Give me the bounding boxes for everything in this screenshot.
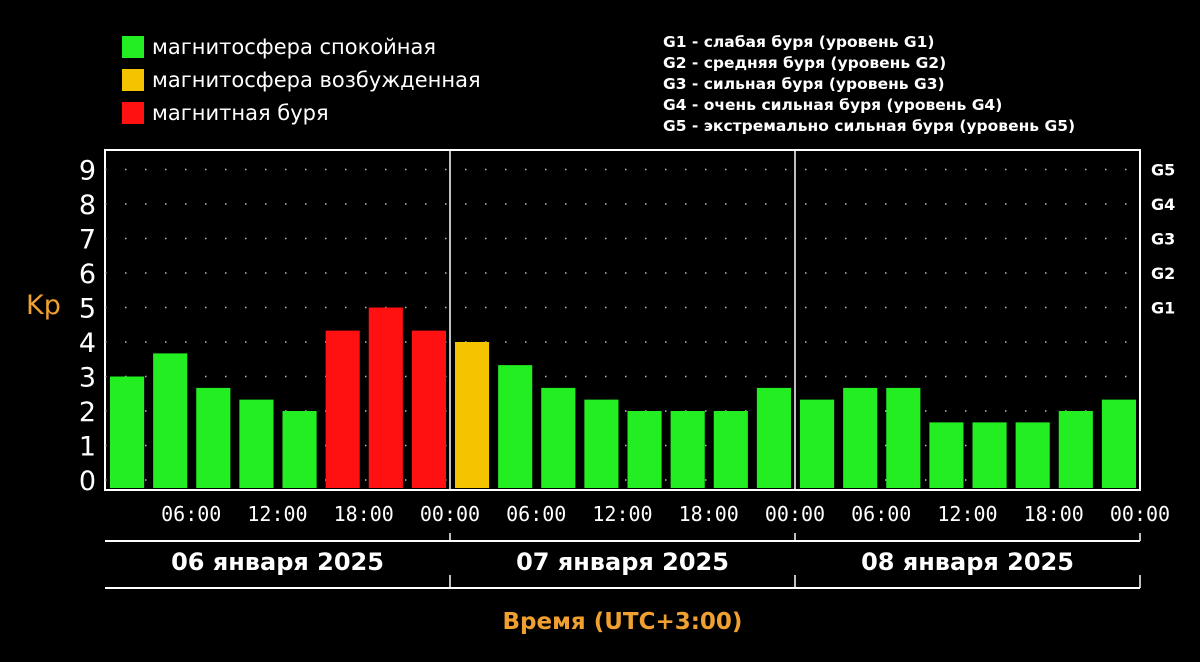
kp-bar: [800, 399, 835, 488]
x-tick-label: 00:00: [765, 502, 825, 526]
x-tick-label: 12:00: [592, 502, 652, 526]
storm-level-g2: G2 - средняя буря (уровень G2): [663, 54, 947, 72]
kp-bar: [325, 330, 360, 488]
kp-bar: [455, 342, 490, 488]
y-tick-label: 0: [79, 466, 96, 497]
x-tick-label: 06:00: [851, 502, 911, 526]
y-tick-label: 5: [79, 294, 96, 325]
x-tick-label: 12:00: [247, 502, 307, 526]
kp-bar: [282, 411, 317, 488]
y-tick-label: 9: [79, 156, 96, 187]
g-level-tick-label: G1: [1151, 299, 1175, 318]
storm-level-g5: G5 - экстремально сильная буря (уровень …: [663, 117, 1076, 135]
day-label: 07 января 2025: [516, 548, 729, 576]
kp-bar: [110, 376, 145, 488]
kp-bar: [1015, 422, 1050, 488]
day-label: 06 января 2025: [171, 548, 384, 576]
x-tick-label: 18:00: [334, 502, 394, 526]
kp-bar: [670, 411, 705, 488]
x-tick-label: 06:00: [506, 502, 566, 526]
y-tick-label: 2: [79, 397, 96, 428]
kp-bar: [153, 353, 188, 488]
day-label: 08 января 2025: [861, 548, 1074, 576]
kp-bar: [541, 387, 576, 488]
legend: магнитосфера спокойная магнитосфера возб…: [122, 30, 481, 129]
legend-swatch-active: [122, 68, 144, 91]
storm-level-g1: G1 - слабая буря (уровень G1): [663, 33, 935, 51]
x-tick-label: 12:00: [937, 502, 997, 526]
legend-label-quiet: магнитосфера спокойная: [152, 34, 437, 59]
storm-level-legend: G1 - слабая буря (уровень G1) G2 - средн…: [663, 32, 1075, 137]
kp-bar: [498, 365, 533, 488]
legend-label-active: магнитосфера возбужденная: [152, 67, 481, 92]
kp-bar: [886, 387, 921, 488]
kp-bar: [627, 411, 662, 488]
y-tick-label: 7: [79, 225, 96, 256]
kp-bar: [411, 330, 446, 488]
x-tick-label: 06:00: [161, 502, 221, 526]
x-tick-label: 18:00: [1024, 502, 1084, 526]
storm-level-g3: G3 - сильная буря (уровень G3): [663, 75, 945, 93]
legend-item-active: магнитосфера возбужденная: [122, 63, 481, 96]
legend-swatch-storm: [122, 101, 144, 124]
kp-bar: [713, 411, 748, 488]
x-axis-label: Время (UTC+3:00): [503, 609, 743, 635]
x-tick-label: 00:00: [1110, 502, 1170, 526]
kp-bar: [756, 387, 791, 488]
y-axis-label: Kp: [26, 290, 61, 321]
kp-bar: [1058, 411, 1093, 488]
legend-item-quiet: магнитосфера спокойная: [122, 30, 481, 63]
y-tick-label: 3: [79, 363, 96, 394]
g-level-tick-label: G4: [1151, 195, 1175, 214]
kp-bar: [843, 387, 878, 488]
kp-bar: [1101, 399, 1136, 488]
legend-swatch-quiet: [122, 35, 144, 58]
legend-item-storm: магнитная буря: [122, 96, 481, 129]
g-level-tick-label: G5: [1151, 161, 1175, 180]
kp-bar: [929, 422, 964, 488]
kp-bar: [368, 307, 403, 488]
kp-bar: [972, 422, 1007, 488]
legend-label-storm: магнитная буря: [152, 100, 329, 125]
y-tick-label: 8: [79, 190, 96, 221]
y-tick-label: 1: [79, 432, 96, 463]
g-level-tick-label: G3: [1151, 230, 1175, 249]
y-tick-label: 4: [79, 328, 96, 359]
storm-level-g4: G4 - очень сильная буря (уровень G4): [663, 96, 1003, 114]
kp-bar: [584, 399, 619, 488]
x-tick-label: 18:00: [679, 502, 739, 526]
g-level-tick-label: G2: [1151, 264, 1175, 283]
kp-bar: [239, 399, 274, 488]
kp-bar: [196, 387, 231, 488]
x-tick-label: 00:00: [420, 502, 480, 526]
y-tick-label: 6: [79, 259, 96, 290]
